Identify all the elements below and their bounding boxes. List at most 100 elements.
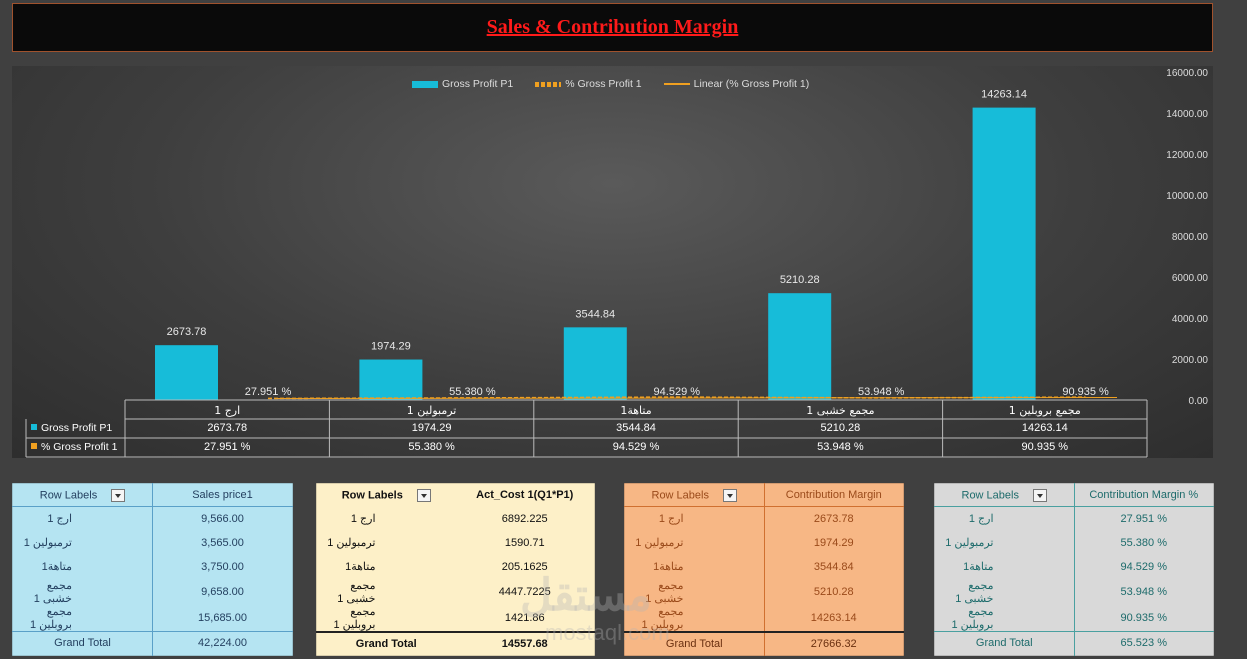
pivot-row-label: متاهة1	[12, 554, 153, 579]
data-table-legend-key	[31, 424, 37, 430]
grand-total-value: 42,224.00	[152, 630, 293, 655]
bar-gross-profit	[155, 345, 218, 400]
filter-dropdown-button[interactable]	[722, 488, 737, 502]
pivot-row-value: 3,750.00	[201, 560, 244, 573]
pivot-grand-total-row: Grand Total 65.523 %	[934, 630, 1214, 655]
pivot-row: ترمبولين 1 3,565.00	[12, 530, 293, 555]
data-table-cell: 5210.28	[821, 422, 861, 434]
filter-dropdown-button[interactable]	[111, 488, 126, 502]
data-table-cell: 1974.29	[412, 422, 452, 434]
pivot-grand-total-row: Grand Total 27666.32	[624, 630, 904, 656]
pivot-row-labels-text: Row Labels	[961, 488, 1019, 501]
pivot-row-label: مجمع بروبلين 1	[12, 604, 153, 631]
pivot-row-value: 53.948 %	[1120, 585, 1167, 598]
pivot-row-value: 9,566.00	[201, 512, 244, 525]
pivot-row-value: 4447.7225	[498, 585, 551, 598]
y-tick-label: 4000.00	[1172, 314, 1209, 325]
combo-chart[interactable]: Gross Profit P1 % Gross Profit 1 Linear …	[12, 66, 1213, 458]
data-table-cell: 2673.78	[207, 422, 247, 434]
pivot-row-label: ارج 1	[350, 513, 376, 525]
pivot-row-value: 90.935 %	[1120, 611, 1167, 624]
pivot-row-label: متاهة1	[934, 554, 1075, 579]
pivot-row-labels-text: Row Labels	[651, 488, 709, 501]
pivot-row-label: ترمبولين 1	[624, 530, 765, 555]
y-tick-label: 2000.00	[1172, 355, 1209, 366]
pivot-header-row: Row Labels Contribution Margin %	[934, 483, 1214, 507]
pivot-row-label: ترمبولين 1	[934, 530, 1075, 555]
legend-item-gross-profit: Gross Profit P1	[412, 78, 513, 90]
x-category-label: مجمع خشبى 1	[806, 404, 874, 417]
pivot-row: ارج 1 27.951 %	[934, 506, 1214, 531]
pivot-row-value: 9,658.00	[201, 585, 244, 598]
x-category-label: مجمع بروبلين 1	[1009, 404, 1081, 417]
pivot-row-label: مجمع بروبلين 1	[624, 604, 765, 632]
pivot-row-value: 205.1625	[501, 560, 548, 573]
grand-total-value: 65.523 %	[1074, 630, 1214, 655]
pivot-header-row: Row Labels Contribution Margin	[624, 483, 904, 507]
pivot-row: مجمع خشبى 1 9,658.00	[12, 578, 293, 605]
pivot-sales-price: Row Labels Sales price1 ارج 1 9,566.00 ترمبو…	[12, 483, 293, 656]
legend-swatch-line	[663, 83, 690, 85]
pivot-row-value: 3,565.00	[201, 536, 244, 549]
pivot-row: مجمع بروبلين 1 15,685.00	[12, 604, 293, 631]
data-table-cell: 90.935 %	[1022, 441, 1069, 453]
pct-data-label: 27.951 %	[245, 386, 292, 398]
pivot-row: مجمع بروبلين 1 90.935 %	[934, 604, 1214, 631]
bar-gross-profit	[359, 359, 423, 400]
x-category-label: ترمبولين 1	[407, 404, 457, 417]
pivot-row-value: 1590.71	[504, 536, 545, 549]
legend-label: % Gross Profit 1	[565, 78, 642, 90]
pivot-row: مجمع بروبلين 1 14263.14	[624, 604, 904, 632]
pivot-row-labels-header: Row Labels	[317, 484, 456, 507]
pivot-grand-total-row: Grand Total 42,224.00	[12, 630, 293, 655]
pivot-header-row: Row Labels Act_Cost 1(Q1*P1)	[317, 484, 595, 507]
pivot-row: ارج 1 6892.225	[317, 507, 595, 531]
pivot-row-label: ترمبولين 1	[327, 537, 376, 549]
x-category-label: متاهة1	[620, 404, 651, 417]
chart-legend: Gross Profit P1 % Gross Profit 1 Linear …	[412, 78, 809, 90]
pivot-row-labels-header: Row Labels	[624, 483, 765, 507]
legend-label: Gross Profit P1	[442, 78, 514, 90]
bar-data-label: 1974.29	[371, 341, 411, 353]
filter-dropdown-button[interactable]	[416, 488, 431, 502]
grand-total-value: 14557.68	[455, 630, 595, 656]
legend-swatch-dash	[535, 81, 562, 87]
pivot-row-label: مجمع بروبلين 1	[333, 605, 376, 631]
pivot-row: مجمع خشبى 1 4447.7225	[317, 579, 595, 605]
pivot-row: متاهة1 205.1625	[317, 555, 595, 579]
data-table-cell: 53.948 %	[817, 441, 864, 453]
y-tick-label: 14000.00	[1166, 109, 1208, 120]
pivot-value-header: Contribution Margin	[764, 483, 904, 507]
pivot-contribution-margin: Row Labels Contribution Margin ارج 1 2673.7…	[624, 483, 904, 656]
pivot-row-value: 14263.14	[810, 611, 857, 624]
bar-gross-profit	[972, 107, 1036, 401]
bar-data-label: 5210.28	[780, 274, 820, 286]
pivot-row-label: مجمع خشبى 1	[337, 579, 376, 605]
data-table-cell: 14263.14	[1022, 422, 1068, 434]
pivot-contribution-margin-pct: Row Labels Contribution Margin % ارج 1 27.9…	[934, 483, 1214, 656]
bar-data-label: 3544.84	[575, 308, 615, 320]
pivot-row-value: 6892.225	[501, 512, 548, 525]
pivot-row-label: مجمع بروبلين 1	[934, 604, 1075, 631]
y-tick-label: 8000.00	[1172, 232, 1209, 243]
data-table-cell: 94.529 %	[613, 441, 660, 453]
pivot-row-value: 1421.86	[504, 611, 545, 624]
pivot-row-label: ارج 1	[624, 506, 765, 531]
data-table-cell: 55.380 %	[408, 441, 455, 453]
pivot-row-value: 55.380 %	[1120, 536, 1167, 549]
data-table-series-name: % Gross Profit 1	[41, 441, 118, 453]
pivot-row-value: 15,685.00	[198, 611, 247, 624]
filter-dropdown-button[interactable]	[1032, 488, 1047, 502]
data-table-cell: 3544.84	[616, 422, 656, 434]
x-category-label: ارج 1	[214, 404, 240, 417]
pivot-row-value: 94.529 %	[1120, 560, 1167, 573]
pivot-row: ارج 1 2673.78	[624, 506, 904, 531]
pivot-row-label: مجمع خشبى 1	[934, 578, 1075, 605]
pct-data-label: 53.948 %	[858, 386, 905, 398]
pct-data-label: 55.380 %	[449, 386, 496, 398]
dashboard-title: Sales & Contribution Margin	[486, 16, 739, 38]
pivot-row: متاهة1 3,750.00	[12, 554, 293, 579]
grand-total-label: Grand Total	[624, 630, 765, 656]
pivot-row-label: ارج 1	[12, 506, 153, 531]
pivot-row-value: 3544.84	[813, 560, 854, 573]
